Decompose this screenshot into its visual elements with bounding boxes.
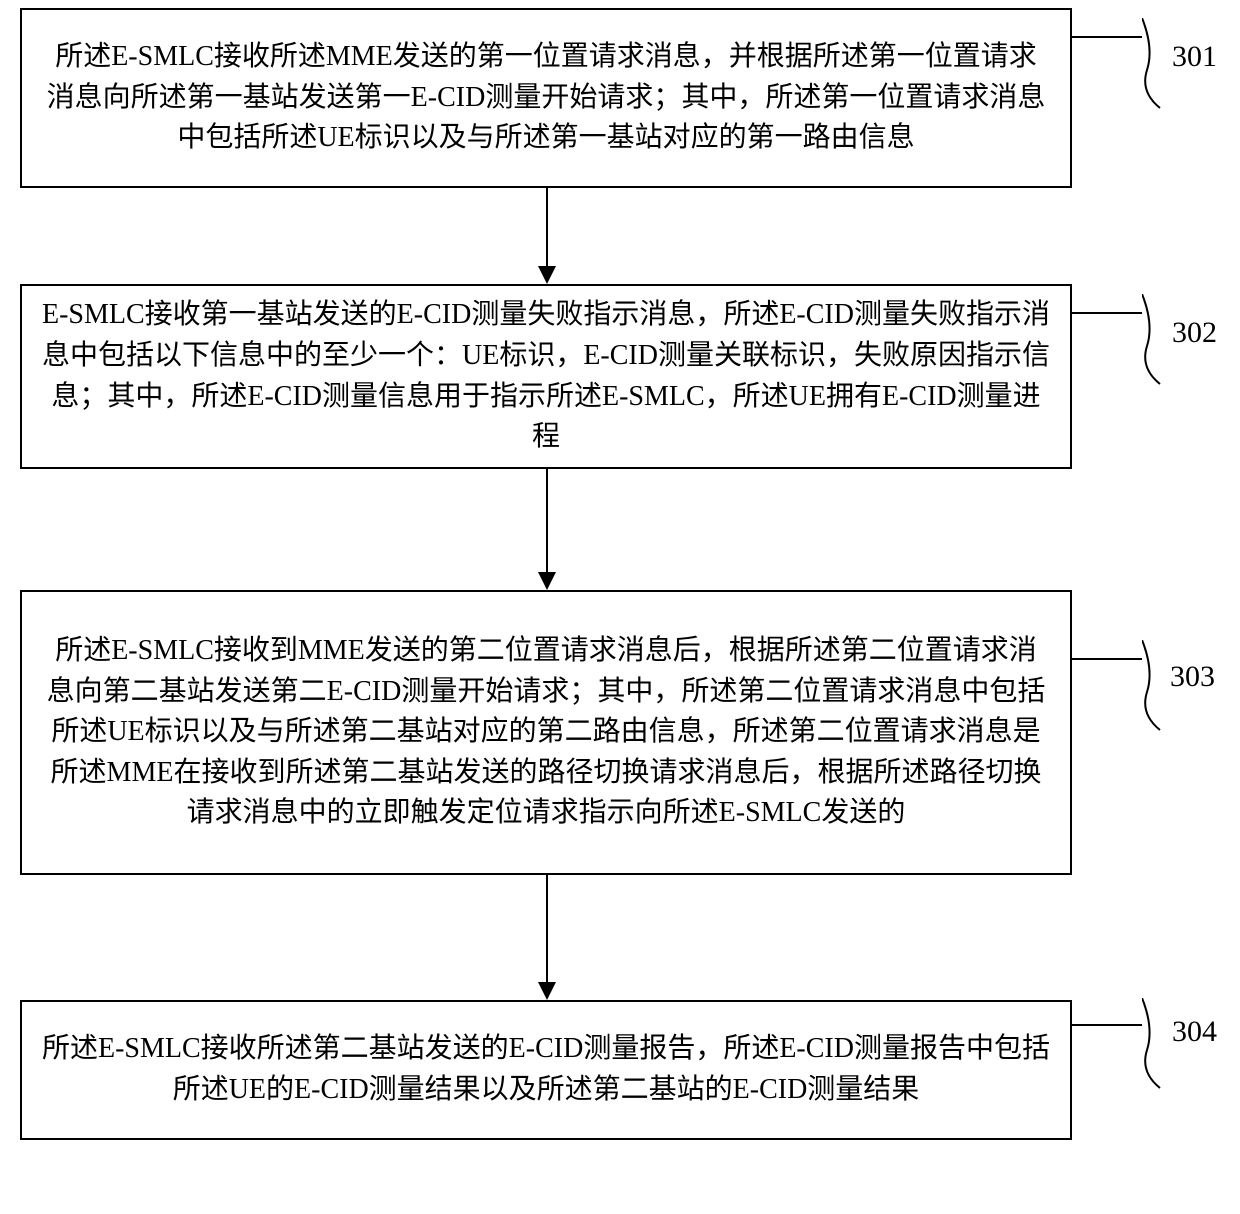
step-302-label: 302: [1172, 316, 1217, 350]
flowchart-container: 所述E-SMLC接收所述MME发送的第一位置请求消息，并根据所述第一位置请求消息…: [0, 0, 1240, 1214]
arrow-303-304: [546, 875, 548, 982]
step-302-box: E-SMLC接收第一基站发送的E-CID测量失败指示消息，所述E-CID测量失败…: [20, 284, 1072, 469]
step-301-curve: [1142, 18, 1172, 113]
arrow-head-303-304: [538, 982, 556, 1000]
arrow-head-302-303: [538, 572, 556, 590]
step-304-curve: [1142, 998, 1172, 1093]
step-304-label: 304: [1172, 1015, 1217, 1049]
step-302-connector: [1072, 312, 1142, 314]
arrow-head-301-302: [538, 266, 556, 284]
step-303-label: 303: [1170, 660, 1215, 694]
step-302-text: E-SMLC接收第一基站发送的E-CID测量失败指示消息，所述E-CID测量失败…: [42, 295, 1050, 457]
step-303-box: 所述E-SMLC接收到MME发送的第二位置请求消息后，根据所述第二位置请求消息向…: [20, 590, 1072, 875]
step-301-label: 301: [1172, 40, 1217, 74]
step-301-connector: [1072, 36, 1142, 38]
step-304-box: 所述E-SMLC接收所述第二基站发送的E-CID测量报告，所述E-CID测量报告…: [20, 1000, 1072, 1140]
step-301-box: 所述E-SMLC接收所述MME发送的第一位置请求消息，并根据所述第一位置请求消息…: [20, 8, 1072, 188]
step-304-text: 所述E-SMLC接收所述第二基站发送的E-CID测量报告，所述E-CID测量报告…: [42, 1029, 1050, 1110]
step-303-connector: [1072, 658, 1142, 660]
arrow-301-302: [546, 188, 548, 266]
step-303-text: 所述E-SMLC接收到MME发送的第二位置请求消息后，根据所述第二位置请求消息向…: [42, 631, 1050, 834]
step-302-curve: [1142, 294, 1172, 389]
step-301-text: 所述E-SMLC接收所述MME发送的第一位置请求消息，并根据所述第一位置请求消息…: [42, 37, 1050, 159]
arrow-302-303: [546, 469, 548, 572]
step-304-connector: [1072, 1024, 1142, 1026]
step-303-curve: [1142, 640, 1172, 735]
